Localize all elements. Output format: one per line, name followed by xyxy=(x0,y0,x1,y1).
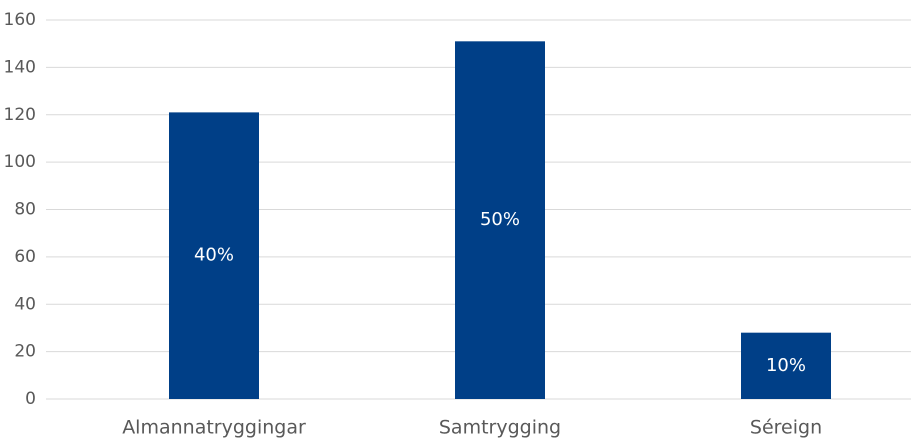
y-tick-label: 140 xyxy=(4,57,36,77)
y-tick-label: 40 xyxy=(14,294,36,314)
x-tick-label: Almannatryggingar xyxy=(122,417,306,439)
bar-label: 40% xyxy=(194,245,234,266)
y-tick-label: 100 xyxy=(4,152,36,172)
y-tick-label: 60 xyxy=(14,247,36,267)
x-tick-label: Samtrygging xyxy=(439,417,561,439)
y-tick-label: 120 xyxy=(4,105,36,125)
x-tick-label: Séreign xyxy=(750,417,822,439)
y-tick-label: 20 xyxy=(14,342,36,362)
y-tick-label: 160 xyxy=(4,10,36,30)
bar xyxy=(169,112,259,399)
bar xyxy=(741,332,831,399)
y-tick-label: 80 xyxy=(14,200,36,220)
y-tick-label: 0 xyxy=(25,389,36,409)
bar-label: 10% xyxy=(766,355,806,376)
bar xyxy=(455,41,545,399)
bar-label: 50% xyxy=(480,209,520,230)
